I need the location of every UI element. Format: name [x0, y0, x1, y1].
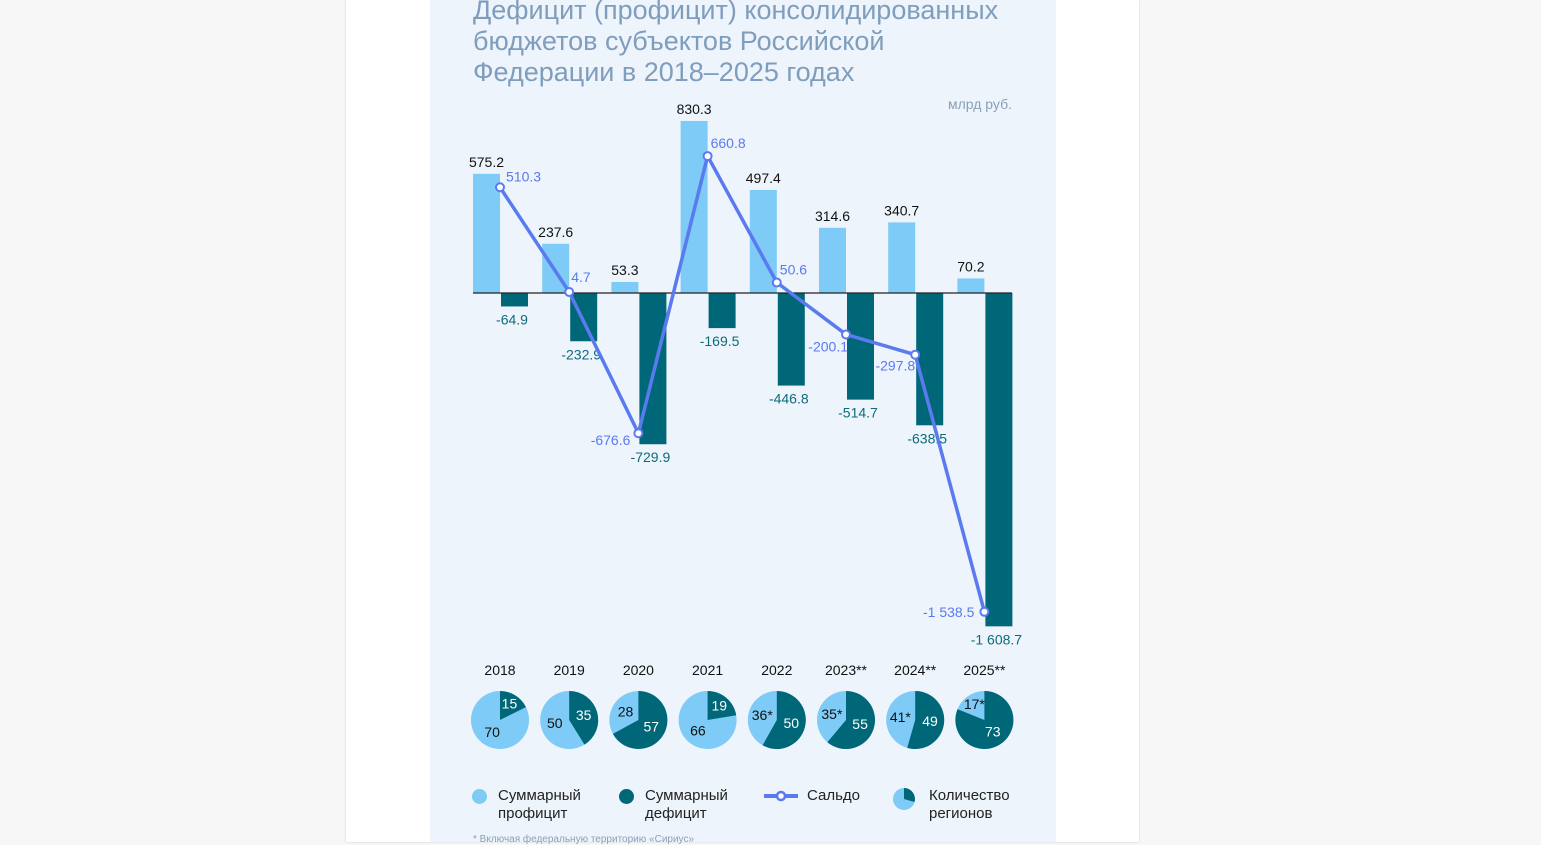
- chart-panel: [430, 0, 1056, 842]
- legend-saldo-label: Сальдо: [807, 787, 861, 804]
- pie-profit-count: 70: [484, 724, 500, 740]
- pie-profit-count: 17*: [964, 696, 986, 712]
- pie-profit-count: 66: [690, 722, 706, 738]
- legend-regions-label: Количество регионов: [929, 787, 1010, 822]
- label-deficit: -64.9: [496, 311, 528, 327]
- year-label: 2019: [554, 662, 585, 678]
- legend-deficit-swatch: [619, 789, 634, 804]
- saldo-line: [498, 154, 987, 613]
- year-label: 2023**: [825, 662, 868, 678]
- saldo-point: [495, 182, 505, 193]
- bar-deficit: [847, 293, 874, 400]
- label-saldo: 660.8: [711, 135, 746, 151]
- pie-deficit-slice: [955, 691, 1014, 749]
- bar-deficit: [501, 293, 528, 307]
- pie-deficit-count: 49: [922, 713, 938, 729]
- bar-profit: [888, 222, 916, 293]
- year-label: 2024**: [894, 662, 937, 678]
- saldo-point: [979, 606, 990, 617]
- pie-deficit-slice: [762, 691, 806, 749]
- pie-deficit-count: 50: [784, 715, 800, 731]
- pie-profit-count: 41*: [890, 709, 912, 725]
- pie-profit-count: 50: [547, 715, 563, 731]
- label-saldo: 510.3: [506, 168, 541, 184]
- label-deficit: -169.5: [700, 333, 740, 349]
- pie-deficit-slice: [569, 691, 599, 745]
- bar-deficit: [777, 293, 805, 386]
- legend-saldo-line-icon: [764, 790, 798, 802]
- label-profit: 497.4: [746, 170, 781, 186]
- saldo-point: [702, 151, 713, 162]
- bar-profit: [957, 278, 985, 293]
- label-deficit: -1 608.7: [971, 631, 1023, 647]
- label-saldo: 4.7: [571, 269, 591, 285]
- saldo-point: [771, 277, 782, 288]
- bar-deficit: [985, 293, 1013, 627]
- bar-profit: [611, 281, 639, 293]
- label-saldo: -676.6: [591, 432, 631, 448]
- pie-profit-count: 36*: [752, 707, 774, 723]
- label-saldo: 50.6: [780, 262, 807, 278]
- bar-profit: [473, 173, 500, 293]
- year-label: 2020: [623, 662, 654, 678]
- pie-deficit-count: 35: [576, 707, 592, 723]
- label-profit: 53.3: [611, 262, 638, 278]
- label-saldo: -297.8: [875, 358, 915, 374]
- pie-deficit-slice: [907, 691, 945, 750]
- legend-profit-label: Суммарный профицит: [498, 787, 581, 822]
- pie-deficit-count: 73: [985, 723, 1001, 739]
- saldo-point: [841, 329, 851, 340]
- pie-deficit-count: 19: [711, 697, 727, 713]
- label-deficit: -232.9: [561, 346, 601, 362]
- chart-title: Дефицит (профицит) консолидированных бюд…: [473, 0, 999, 87]
- saldo-point: [910, 349, 921, 360]
- label-saldo: -200.1: [808, 338, 848, 354]
- label-saldo: -1 538.5: [923, 604, 975, 620]
- pie-profit-count: 35*: [821, 706, 843, 722]
- saldo-point: [564, 287, 575, 298]
- label-deficit: -514.7: [838, 405, 878, 421]
- pie-deficit-count: 57: [644, 719, 660, 735]
- pie-deficit-slice: [707, 691, 737, 720]
- legend-profit-swatch: [472, 789, 487, 804]
- footnote: * Включая федеральную территорию «Сириус…: [473, 834, 695, 845]
- label-profit: 70.2: [957, 258, 984, 274]
- pie-deficit-count: 15: [502, 696, 518, 712]
- label-profit: 237.6: [538, 224, 573, 240]
- label-deficit: -729.9: [631, 449, 671, 465]
- bar-profit: [819, 227, 846, 293]
- pie-profit-count: 28: [618, 703, 634, 719]
- pie-deficit-slice: [827, 691, 875, 749]
- label-profit: 314.6: [815, 208, 850, 224]
- year-label: 2021: [692, 662, 723, 678]
- pie-deficit-slice: [612, 691, 668, 749]
- saldo-point: [633, 428, 644, 439]
- label-profit: 340.7: [884, 202, 919, 218]
- legend-deficit-label: Суммарный дефицит: [645, 787, 728, 822]
- legend-pie-icon: [893, 788, 915, 810]
- year-label: 2022: [761, 662, 792, 678]
- unit-label: млрд руб.: [947, 96, 1012, 112]
- bar-deficit: [708, 293, 736, 329]
- pie-deficit-count: 55: [852, 716, 868, 732]
- label-deficit: -638.5: [907, 430, 947, 446]
- pie-deficit-slice: [500, 691, 526, 720]
- label-profit: 830.3: [677, 101, 712, 117]
- year-label: 2025**: [963, 662, 1006, 678]
- year-label: 2018: [484, 662, 515, 678]
- label-profit: 575.2: [469, 154, 504, 170]
- label-deficit: -446.8: [769, 391, 809, 407]
